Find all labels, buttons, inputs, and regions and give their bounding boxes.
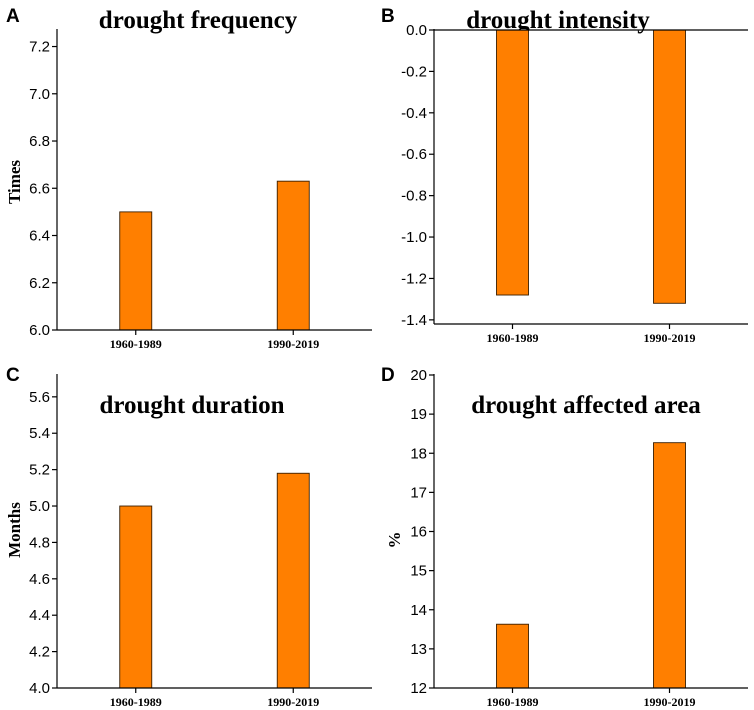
y-axis-label: Months bbox=[5, 502, 24, 558]
x-tick-label: 1990-2019 bbox=[267, 695, 319, 709]
y-tick-label: 18 bbox=[410, 445, 427, 462]
y-tick-label: 6.0 bbox=[29, 322, 50, 339]
y-tick-label: 7.2 bbox=[29, 39, 50, 56]
bar bbox=[276, 472, 310, 689]
x-tick-label: 1960-1989 bbox=[487, 695, 539, 709]
y-tick-label: 19 bbox=[410, 406, 427, 423]
panel-letter: C bbox=[6, 365, 20, 386]
y-tick-label: -0.2 bbox=[401, 63, 427, 80]
y-tick-label: 5.4 bbox=[29, 425, 50, 442]
y-tick-label: -1.2 bbox=[401, 270, 427, 287]
y-tick-label: 15 bbox=[410, 563, 427, 580]
y-tick-label: 13 bbox=[410, 641, 427, 658]
y-tick-label: 20 bbox=[410, 367, 427, 384]
y-tick-label: 6.8 bbox=[29, 133, 50, 150]
bar bbox=[119, 505, 153, 689]
y-tick-label: 14 bbox=[410, 602, 427, 619]
y-tick-label: -0.8 bbox=[401, 188, 427, 205]
panel-letter: D bbox=[381, 365, 395, 386]
bar bbox=[276, 180, 310, 331]
chart-title: drought affected area bbox=[471, 392, 701, 419]
y-tick-label: 5.0 bbox=[29, 498, 50, 515]
bar bbox=[653, 442, 686, 689]
y-tick-label: 17 bbox=[410, 484, 427, 501]
y-axis-label: % bbox=[385, 532, 404, 549]
y-tick-label: 6.6 bbox=[29, 180, 50, 197]
x-tick-label: 1990-2019 bbox=[644, 331, 696, 345]
chart-title: drought frequency bbox=[99, 7, 298, 34]
y-tick-label: 16 bbox=[410, 524, 427, 541]
y-tick-label: 12 bbox=[410, 680, 427, 697]
x-tick-label: 1960-1989 bbox=[487, 331, 539, 345]
y-tick-label: 4.6 bbox=[29, 571, 50, 588]
panel-letter: B bbox=[381, 6, 395, 27]
y-tick-label: -1.0 bbox=[401, 229, 427, 246]
y-tick-label: 4.8 bbox=[29, 534, 50, 551]
bar bbox=[496, 623, 529, 689]
bar bbox=[119, 211, 153, 331]
y-tick-label: -0.6 bbox=[401, 146, 427, 163]
y-tick-label: 4.4 bbox=[29, 607, 50, 624]
y-tick-label: 4.2 bbox=[29, 644, 50, 661]
x-tick-label: 1960-1989 bbox=[110, 695, 162, 709]
panel-letter: A bbox=[6, 6, 20, 27]
x-tick-label: 1990-2019 bbox=[644, 695, 696, 709]
y-tick-label: 6.4 bbox=[29, 228, 50, 245]
y-axis-label: Times bbox=[5, 160, 24, 204]
x-tick-label: 1960-1989 bbox=[110, 337, 162, 351]
y-tick-label: -0.4 bbox=[401, 105, 427, 122]
y-tick-label: 6.2 bbox=[29, 275, 50, 292]
y-tick-label: 5.6 bbox=[29, 389, 50, 406]
chart-title: drought duration bbox=[99, 392, 284, 419]
y-tick-label: 7.0 bbox=[29, 86, 50, 103]
y-tick-label: -1.4 bbox=[401, 312, 427, 329]
y-tick-label: 4.0 bbox=[29, 680, 50, 697]
bar bbox=[653, 29, 686, 304]
y-tick-label: 5.2 bbox=[29, 462, 50, 479]
y-tick-label: 0.0 bbox=[406, 22, 427, 39]
bar bbox=[496, 29, 529, 296]
x-tick-label: 1990-2019 bbox=[267, 337, 319, 351]
